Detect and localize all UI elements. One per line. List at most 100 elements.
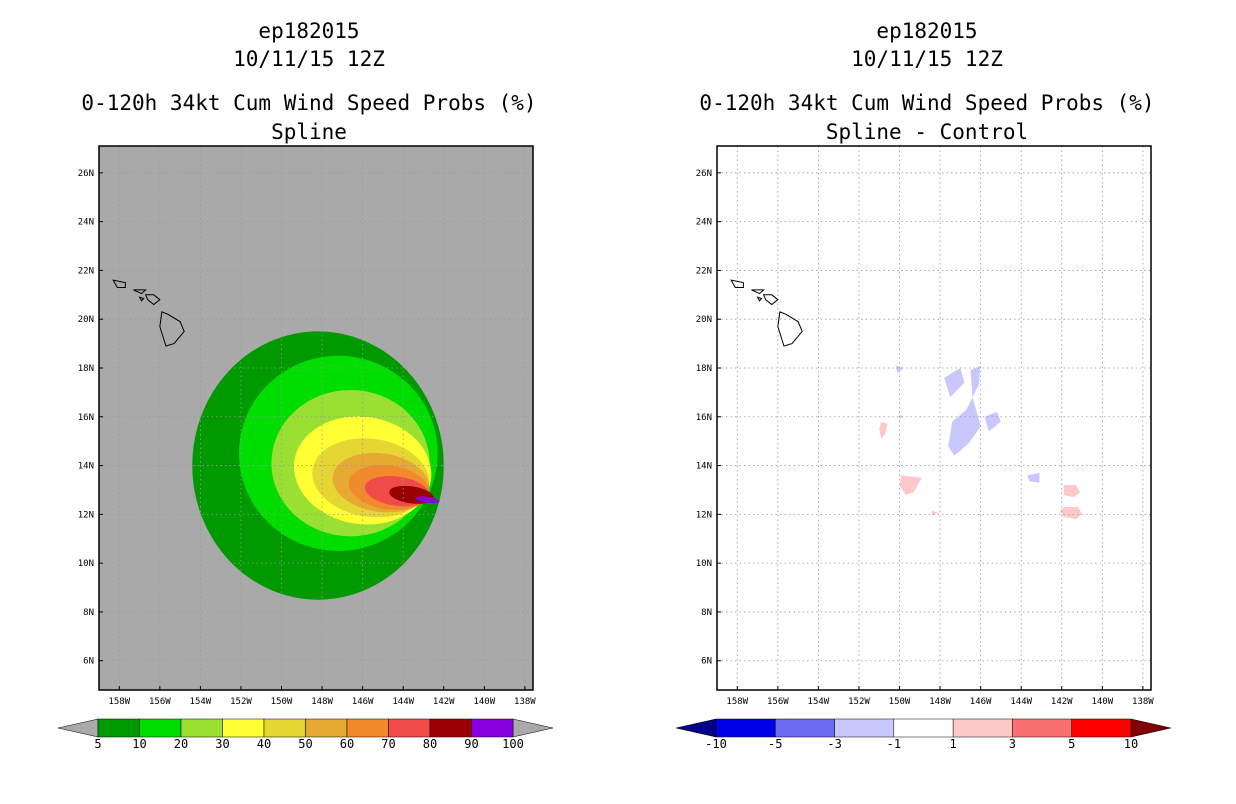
left-title-date: 10/11/15 12Z bbox=[233, 47, 385, 71]
y-tick-label: 8N bbox=[701, 608, 712, 618]
x-tick-label: 154W bbox=[190, 697, 212, 707]
x-tick-label: 158W bbox=[726, 697, 748, 707]
colorbar-label: 80 bbox=[423, 737, 437, 751]
colorbar-label: 100 bbox=[502, 737, 524, 751]
y-tick-label: 16N bbox=[696, 413, 712, 423]
x-tick-label: 144W bbox=[392, 697, 414, 707]
x-tick-label: 148W bbox=[311, 697, 333, 707]
y-tick-label: 10N bbox=[696, 559, 712, 569]
x-tick-label: 154W bbox=[808, 697, 830, 707]
island-5 bbox=[777, 311, 803, 347]
right-title-storm: ep182015 bbox=[876, 19, 977, 43]
colorbar-label: 10 bbox=[1124, 737, 1138, 751]
x-tick-label: 152W bbox=[230, 697, 252, 707]
colorbar-label: 5 bbox=[94, 737, 101, 751]
colorbar-swatch-2 bbox=[180, 718, 223, 738]
y-tick-label: 22N bbox=[696, 266, 712, 276]
diff-patch-1 bbox=[948, 365, 981, 456]
axes: 158W 156W 154W 152W 150W 148W 146W 144W 142W 140W… bbox=[78, 169, 537, 707]
hawaii-coastline bbox=[730, 279, 803, 347]
colorbar-swatch-6 bbox=[346, 718, 389, 738]
y-tick-label: 20N bbox=[696, 315, 712, 325]
colorbar-swatch-3 bbox=[222, 718, 265, 738]
y-tick-label: 14N bbox=[78, 462, 94, 472]
y-tick-label: 20N bbox=[78, 315, 94, 325]
colorbar-extend-high bbox=[512, 718, 554, 738]
island-1 bbox=[112, 279, 126, 288]
colorbar-swatch-4 bbox=[263, 718, 306, 738]
colorbar-swatch-0 bbox=[715, 718, 776, 738]
y-tick-label: 26N bbox=[696, 169, 712, 179]
y-tick-label: 14N bbox=[696, 462, 712, 472]
x-tick-label: 152W bbox=[848, 697, 870, 707]
map-frame bbox=[716, 145, 1152, 691]
x-tick-label: 150W bbox=[889, 697, 911, 707]
right-title-product: 0-120h 34kt Cum Wind Speed Probs (%) bbox=[699, 91, 1154, 115]
colorbar-label: 20 bbox=[174, 737, 188, 751]
colorbar-swatch-1 bbox=[775, 718, 835, 738]
island-5 bbox=[159, 311, 185, 347]
island-2 bbox=[133, 289, 147, 295]
diff-patch-6 bbox=[899, 475, 922, 495]
colorbar-label: 10 bbox=[132, 737, 146, 751]
island-3 bbox=[144, 294, 161, 306]
x-tick-label: 146W bbox=[970, 697, 992, 707]
colorbar-label: 30 bbox=[215, 737, 229, 751]
left-colorbar: 5 10 20 30 40 50 60 70 80 90 100 bbox=[57, 718, 554, 751]
x-tick-label: 156W bbox=[767, 697, 789, 707]
gridlines bbox=[99, 146, 533, 690]
colorbar-extend-low bbox=[675, 718, 717, 738]
y-tick-label: 18N bbox=[78, 364, 94, 374]
diff-patch-4 bbox=[1027, 472, 1040, 483]
diff-patch-7 bbox=[1063, 485, 1081, 498]
diff-patch-3 bbox=[895, 365, 904, 373]
diff-patch-0 bbox=[944, 367, 965, 398]
colorbar-swatch-9 bbox=[471, 718, 514, 738]
right-title-method: Spline - Control bbox=[826, 120, 1028, 144]
island-1 bbox=[730, 279, 744, 288]
colorbar-label: 5 bbox=[1068, 737, 1075, 751]
colorbar-label: 40 bbox=[257, 737, 271, 751]
colorbar-swatch-4 bbox=[952, 718, 1013, 738]
island-2 bbox=[751, 289, 765, 295]
island-3 bbox=[762, 294, 779, 306]
y-tick-label: 24N bbox=[696, 218, 712, 228]
colorbar-swatch-1 bbox=[139, 718, 182, 738]
colorbar-label: 70 bbox=[381, 737, 395, 751]
colorbar-label: -10 bbox=[705, 737, 727, 751]
colorbar-label: -5 bbox=[768, 737, 782, 751]
left-title-storm: ep182015 bbox=[258, 19, 359, 43]
y-tick-label: 12N bbox=[696, 510, 712, 520]
x-tick-label: 158W bbox=[108, 697, 130, 707]
diff-patch-8 bbox=[1059, 507, 1083, 520]
y-tick-label: 24N bbox=[78, 218, 94, 228]
colorbar-label: -1 bbox=[887, 737, 901, 751]
y-tick-label: 6N bbox=[701, 657, 712, 667]
x-tick-label: 140W bbox=[473, 697, 495, 707]
colorbar-swatch-3 bbox=[893, 718, 954, 738]
map-background bbox=[717, 146, 1151, 690]
x-tick-label: 150W bbox=[271, 697, 293, 707]
x-tick-label: 144W bbox=[1010, 697, 1032, 707]
colorbar-swatch-5 bbox=[1012, 718, 1072, 738]
colorbar-label: 50 bbox=[298, 737, 312, 751]
y-tick-label: 26N bbox=[78, 169, 94, 179]
colorbar-extend-high bbox=[1130, 718, 1172, 738]
left-title-method: Spline bbox=[271, 120, 347, 144]
left-title-product: 0-120h 34kt Cum Wind Speed Probs (%) bbox=[81, 91, 536, 115]
y-tick-label: 6N bbox=[83, 657, 94, 667]
colorbar-label: -3 bbox=[827, 737, 841, 751]
y-tick-label: 18N bbox=[696, 364, 712, 374]
y-tick-label: 8N bbox=[83, 608, 94, 618]
x-tick-label: 142W bbox=[1051, 697, 1073, 707]
colorbar-extend-low bbox=[57, 718, 99, 738]
colorbar-label: 90 bbox=[464, 737, 478, 751]
map-frame bbox=[98, 145, 534, 691]
right-title-date: 10/11/15 12Z bbox=[851, 47, 1003, 71]
gridlines bbox=[717, 146, 1151, 690]
island-4 bbox=[138, 296, 145, 302]
y-tick-label: 16N bbox=[78, 413, 94, 423]
colorbar-swatch-2 bbox=[834, 718, 895, 738]
x-tick-label: 140W bbox=[1091, 697, 1113, 707]
